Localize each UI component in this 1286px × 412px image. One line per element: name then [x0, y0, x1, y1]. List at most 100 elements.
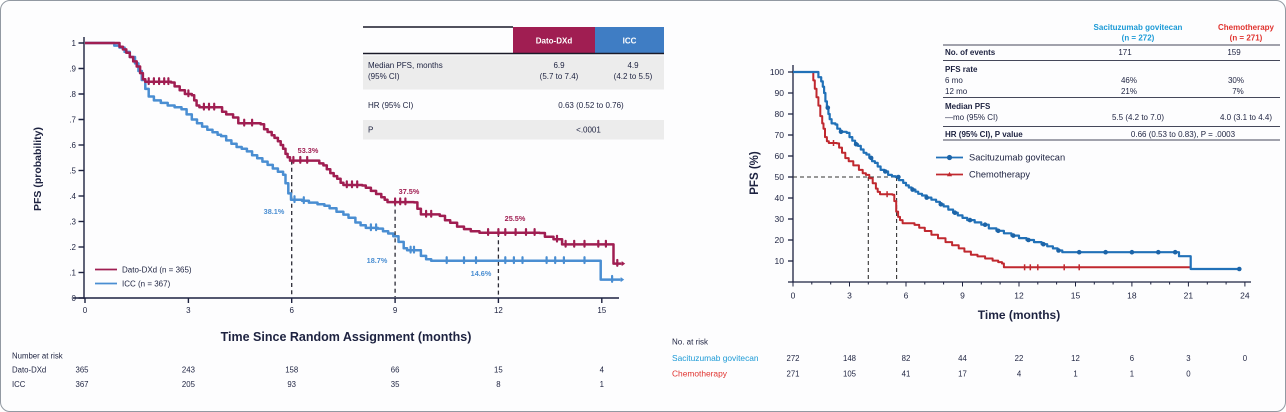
- svg-text:37.5%: 37.5%: [399, 187, 420, 196]
- svg-text:Median PFS: Median PFS: [945, 102, 991, 111]
- svg-text:(n = 271): (n = 271): [1230, 34, 1263, 43]
- svg-text:18: 18: [1127, 291, 1137, 301]
- svg-text:105: 105: [843, 370, 857, 379]
- svg-text:No. of events: No. of events: [945, 48, 996, 57]
- svg-text:93: 93: [287, 380, 296, 389]
- svg-text:1: 1: [1130, 370, 1134, 379]
- svg-text:159: 159: [1227, 48, 1241, 57]
- svg-text:271: 271: [786, 370, 799, 379]
- svg-text:4.0 (3.1 to 4.4): 4.0 (3.1 to 4.4): [1220, 113, 1272, 122]
- svg-text:7%: 7%: [1232, 87, 1244, 96]
- svg-text:12: 12: [494, 306, 503, 315]
- svg-text:—mo (95% CI): —mo (95% CI): [945, 113, 998, 122]
- svg-text:18.7%: 18.7%: [367, 256, 388, 265]
- svg-text:8: 8: [496, 380, 500, 389]
- svg-text:35: 35: [391, 380, 400, 389]
- svg-text:148: 148: [843, 354, 856, 363]
- svg-text:4.9: 4.9: [627, 61, 639, 70]
- svg-text:Chemotherapy: Chemotherapy: [969, 170, 1030, 180]
- svg-text:(5.7 to 7.4): (5.7 to 7.4): [540, 72, 579, 81]
- svg-text:4: 4: [1017, 370, 1022, 379]
- svg-text:12: 12: [1071, 354, 1080, 363]
- svg-text:14.6%: 14.6%: [471, 269, 492, 278]
- svg-text:17: 17: [958, 370, 967, 379]
- svg-text:.3: .3: [69, 217, 76, 226]
- svg-text:Time (months): Time (months): [978, 308, 1060, 322]
- svg-text:Chemotherapy: Chemotherapy: [1218, 23, 1275, 32]
- svg-text:205: 205: [182, 380, 196, 389]
- svg-text:No. at risk: No. at risk: [672, 338, 709, 347]
- svg-text:HR (95% CI), P value: HR (95% CI), P value: [945, 130, 1023, 139]
- svg-text:1: 1: [72, 39, 77, 48]
- svg-text:(95% CI): (95% CI): [368, 72, 400, 81]
- svg-text:Dato-DXd (n = 365): Dato-DXd (n = 365): [122, 265, 192, 274]
- svg-text:PFS rate: PFS rate: [945, 65, 978, 74]
- svg-text:6.9: 6.9: [553, 61, 565, 70]
- svg-text:66: 66: [391, 366, 400, 375]
- svg-text:53.3%: 53.3%: [298, 146, 319, 155]
- svg-text:(n = 272): (n = 272): [1122, 34, 1155, 43]
- svg-text:Sacituzumab govitecan: Sacituzumab govitecan: [672, 353, 759, 363]
- svg-text:0.66 (0.53 to 0.83), P = .0003: 0.66 (0.53 to 0.83), P = .0003: [1131, 130, 1236, 139]
- svg-text:41: 41: [902, 370, 911, 379]
- svg-text:3: 3: [1186, 354, 1190, 363]
- svg-text:.5: .5: [69, 166, 76, 175]
- svg-text:0: 0: [1243, 354, 1248, 363]
- svg-text:Sacituzumab govitecan: Sacituzumab govitecan: [969, 153, 1065, 163]
- svg-text:272: 272: [786, 354, 799, 363]
- svg-text:Number at risk: Number at risk: [12, 352, 63, 361]
- svg-text:.7: .7: [69, 115, 76, 124]
- svg-text:ICC: ICC: [12, 380, 26, 389]
- svg-text:0.63 (0.52 to 0.76): 0.63 (0.52 to 0.76): [558, 101, 624, 110]
- svg-text:82: 82: [902, 354, 911, 363]
- svg-text:158: 158: [285, 366, 298, 375]
- svg-text:0: 0: [1186, 370, 1191, 379]
- svg-text:Sacituzumab govitecan: Sacituzumab govitecan: [1094, 23, 1183, 32]
- svg-text:6 mo: 6 mo: [945, 76, 963, 85]
- svg-text:.2: .2: [69, 243, 76, 252]
- svg-text:1: 1: [1073, 370, 1077, 379]
- svg-text:90: 90: [775, 88, 785, 98]
- svg-text:15: 15: [1071, 291, 1081, 301]
- svg-text:46%: 46%: [1121, 76, 1137, 85]
- svg-text:171: 171: [1118, 48, 1132, 57]
- svg-text:60: 60: [775, 151, 785, 161]
- svg-text:ICC: ICC: [623, 37, 637, 46]
- svg-text:.1: .1: [69, 268, 76, 277]
- svg-text:12: 12: [1014, 291, 1024, 301]
- svg-text:.6: .6: [69, 141, 76, 150]
- svg-text:.8: .8: [69, 90, 76, 99]
- svg-text:38.1%: 38.1%: [264, 207, 285, 216]
- svg-text:Dato-DXd: Dato-DXd: [12, 366, 46, 375]
- svg-text:22: 22: [1015, 354, 1024, 363]
- svg-text:24: 24: [1240, 291, 1250, 301]
- svg-text:4: 4: [600, 366, 605, 375]
- svg-text:25.5%: 25.5%: [505, 214, 526, 223]
- svg-text:21%: 21%: [1121, 87, 1137, 96]
- svg-text:HR (95% CI): HR (95% CI): [368, 101, 414, 110]
- svg-text:(4.2 to 5.5): (4.2 to 5.5): [614, 72, 653, 81]
- svg-text:0: 0: [83, 306, 88, 315]
- svg-text:9: 9: [960, 291, 965, 301]
- svg-text:10: 10: [775, 256, 785, 266]
- svg-text:Time Since Random Assignment (: Time Since Random Assignment (months): [221, 330, 472, 344]
- svg-text:.9: .9: [69, 64, 76, 73]
- svg-text:365: 365: [75, 366, 89, 375]
- svg-text:3: 3: [186, 306, 191, 315]
- svg-text:12 mo: 12 mo: [945, 87, 968, 96]
- svg-text:Dato-DXd: Dato-DXd: [536, 37, 573, 46]
- svg-text:3: 3: [847, 291, 852, 301]
- svg-text:21: 21: [1184, 291, 1194, 301]
- svg-text:20: 20: [775, 235, 785, 245]
- svg-text:44: 44: [958, 354, 967, 363]
- svg-text:.4: .4: [69, 192, 76, 201]
- svg-text:0: 0: [791, 291, 796, 301]
- svg-text:6: 6: [289, 306, 294, 315]
- svg-text:Chemotherapy: Chemotherapy: [672, 369, 728, 379]
- svg-text:30: 30: [775, 214, 785, 224]
- svg-text:30%: 30%: [1228, 76, 1244, 85]
- svg-text:0: 0: [72, 294, 77, 303]
- svg-text:6: 6: [1130, 354, 1134, 363]
- svg-text:5.5 (4.2 to 7.0): 5.5 (4.2 to 7.0): [1112, 113, 1164, 122]
- svg-text:15: 15: [494, 366, 503, 375]
